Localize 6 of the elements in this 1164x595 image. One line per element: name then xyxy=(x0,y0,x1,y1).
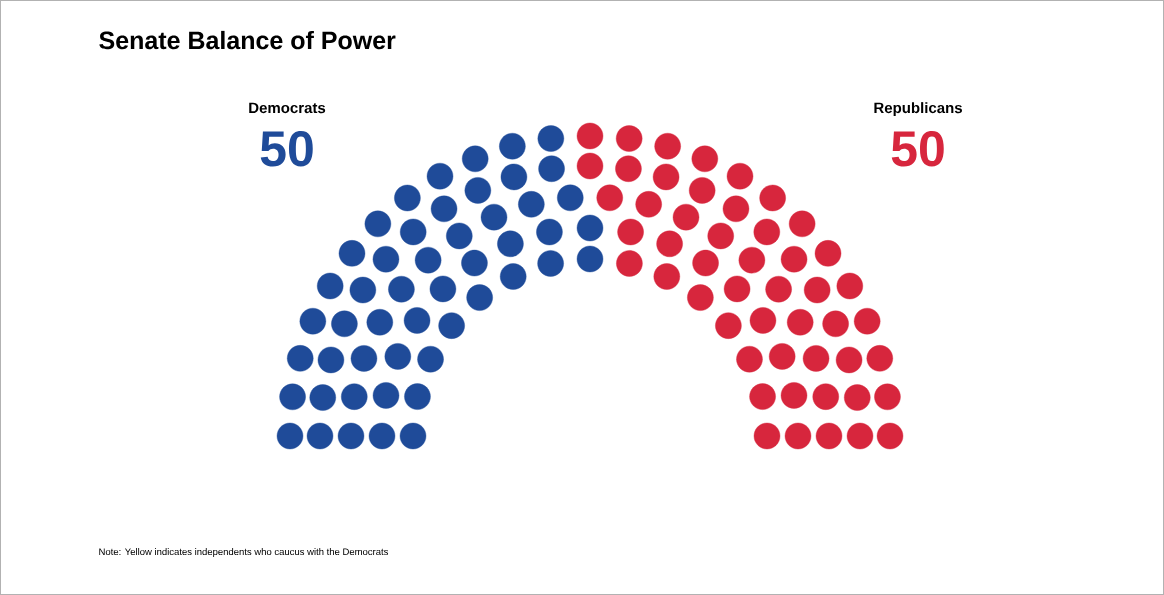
category-label: Democrats xyxy=(249,102,326,114)
data-label: 50 xyxy=(260,131,313,167)
text: Senate Balance of Power xyxy=(99,30,396,50)
category-label: Republicans xyxy=(874,102,962,117)
text: Note: Yellow indicates independents who caucus with the Democrats xyxy=(99,548,389,557)
data-label: 50 xyxy=(891,131,944,167)
